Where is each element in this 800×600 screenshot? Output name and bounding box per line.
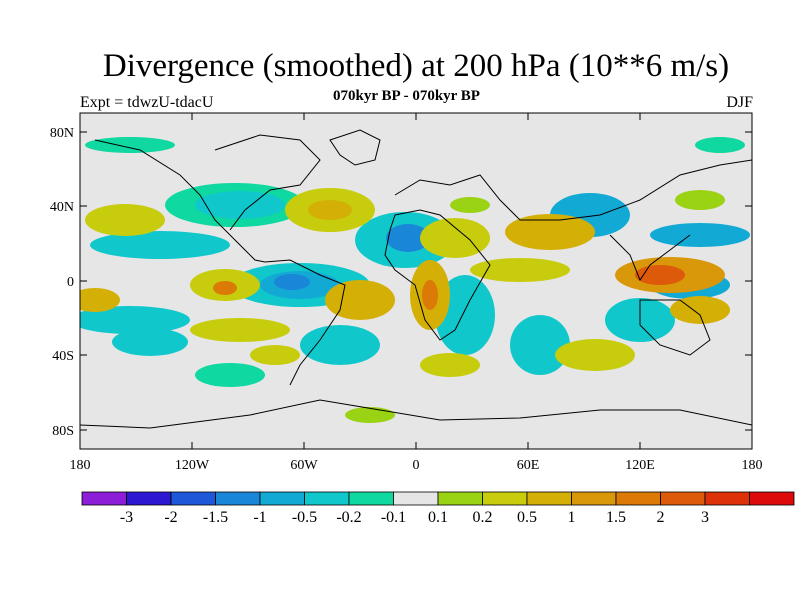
colorbar-swatch — [126, 491, 172, 506]
colorbar-swatch — [749, 491, 795, 506]
contour-patch — [675, 190, 725, 210]
contour-patch — [555, 339, 635, 371]
lat-axis: 80N 40N 0 40S 80S — [50, 126, 752, 439]
colorbar-label: 1 — [568, 509, 576, 526]
contour-patch — [195, 191, 285, 219]
contour-patch — [635, 265, 685, 285]
colorbar-swatch — [170, 491, 216, 506]
colorbar-label: 0.2 — [473, 509, 493, 526]
lon-tick-label: 180 — [742, 458, 763, 473]
contour-patch — [695, 137, 745, 153]
season-label: DJF — [726, 94, 753, 111]
experiment-label: Expt = tdwzU-tdacU — [80, 94, 214, 111]
contour-patch — [213, 281, 237, 295]
colorbar-label: 2 — [657, 509, 665, 526]
contour-patch — [450, 197, 490, 213]
colorbar-swatch — [304, 491, 350, 506]
colorbar-swatch — [571, 491, 617, 506]
colorbar-label: 3 — [701, 509, 709, 526]
colorbar-label: -3 — [120, 509, 133, 526]
colorbar-swatch — [437, 491, 483, 506]
colorbar-label: -2 — [164, 509, 177, 526]
colorbar-label: -0.2 — [336, 509, 361, 526]
contour-patch — [308, 200, 352, 220]
contour-patch — [670, 296, 730, 324]
colorbar-label: 1.5 — [606, 509, 626, 526]
colorbar-label: -0.1 — [381, 509, 406, 526]
contour-patch — [90, 231, 230, 259]
colorbar-swatch — [482, 491, 528, 506]
colorbar-label: -1 — [253, 509, 266, 526]
contour-patch — [345, 407, 395, 423]
lat-tick-label: 0 — [67, 275, 74, 290]
lat-tick-label: 40N — [50, 200, 74, 215]
contour-patch — [420, 353, 480, 377]
lat-tick-label: 40S — [52, 349, 74, 364]
lon-tick-label: 120E — [625, 458, 655, 473]
colorbar-swatch — [393, 491, 439, 506]
contour-patch — [422, 280, 438, 310]
contour-patch — [650, 223, 750, 247]
contour-patch — [300, 325, 380, 365]
lon-axis: 180 120W 60W 0 60E 120E 180 — [70, 113, 763, 473]
lon-tick-label: 60W — [290, 458, 318, 473]
colorbar-label: 0.5 — [517, 509, 537, 526]
contour-patch — [510, 315, 570, 375]
colorbar-swatch — [660, 491, 706, 506]
colorbar-swatch — [348, 491, 394, 506]
lon-tick-label: 60E — [517, 458, 540, 473]
contour-patch — [470, 258, 570, 282]
contour-patch — [274, 274, 310, 290]
contour-patch — [325, 280, 395, 320]
colorbar-swatch — [704, 491, 750, 506]
colorbar-label: -0.5 — [292, 509, 317, 526]
contour-patch — [190, 318, 290, 342]
lon-tick-label: 180 — [70, 458, 91, 473]
lon-tick-label: 120W — [175, 458, 210, 473]
contour-patch — [80, 288, 120, 312]
colorbar-swatch — [526, 491, 572, 506]
lat-tick-label: 80N — [50, 126, 74, 141]
colorbar-swatch — [615, 491, 661, 506]
divergence-field — [80, 129, 752, 429]
contour-patch — [85, 137, 175, 153]
colorbar-label: 0.1 — [428, 509, 448, 526]
contour-patch — [112, 328, 188, 356]
contour-patch — [250, 345, 300, 365]
lon-tick-label: 0 — [413, 458, 420, 473]
colorbar-swatch — [259, 491, 305, 506]
colorbar-label: -1.5 — [203, 509, 228, 526]
colorbar: -3 -2 -1.5 -1 -0.5 -0.2 -0.1 0.1 0.2 0.5… — [81, 491, 795, 526]
lat-tick-label: 80S — [52, 424, 74, 439]
contour-patch — [505, 214, 595, 250]
contour-patch — [420, 218, 490, 258]
colorbar-swatch — [215, 491, 261, 506]
contour-patch — [80, 306, 190, 334]
coastlines — [80, 129, 752, 429]
colorbar-swatch — [81, 491, 127, 506]
contour-patch — [386, 224, 430, 252]
chart-subtitle: 070kyr BP - 070kyr BP — [333, 88, 480, 104]
contour-patch — [85, 204, 165, 236]
contour-patch — [195, 363, 265, 387]
chart-title: Divergence (smoothed) at 200 hPa (10**6 … — [102, 48, 730, 84]
